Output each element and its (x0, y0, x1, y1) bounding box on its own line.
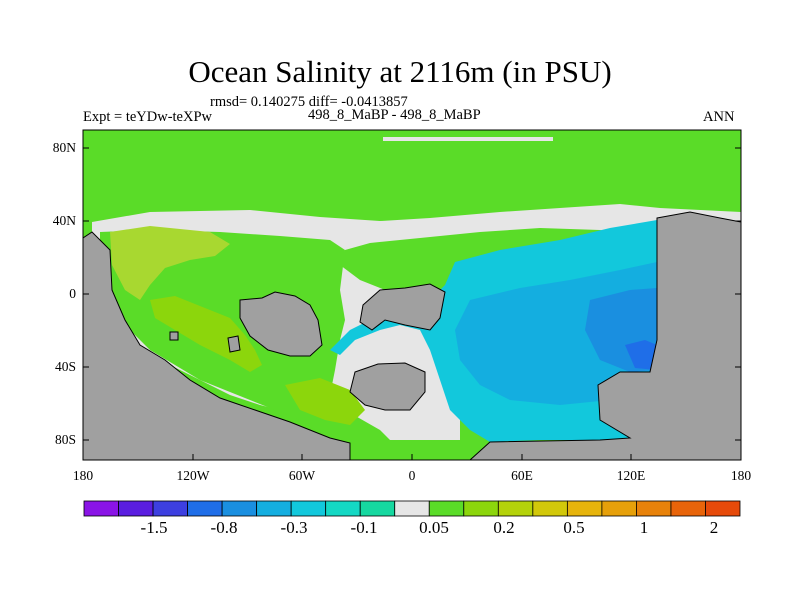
colorbar-label: 0.2 (493, 518, 515, 537)
land-small-island-2 (169, 331, 179, 341)
land-south-continent (349, 362, 426, 411)
colorbar-label: 0.05 (419, 518, 449, 537)
stats-line: rmsd= 0.140275 diff= -0.0413857 (210, 94, 408, 110)
land-africa (359, 283, 446, 331)
colorbar-label: -0.1 (350, 518, 378, 537)
colorbar-swatch (601, 500, 637, 517)
colorbar-swatch (325, 500, 361, 517)
run-label: 498_8_MaBP - 498_8_MaBP (308, 107, 481, 123)
yellow-green-patch-nw (110, 226, 230, 300)
y-tick-label: 80S (54, 432, 76, 447)
colorbar-label: -0.8 (210, 518, 238, 537)
colorbar-swatch (705, 500, 741, 517)
neutral-strip-top (383, 137, 553, 141)
x-ticks (82, 454, 742, 460)
plot-title: Ocean Salinity at 2116m (in PSU) (188, 54, 612, 89)
season-label: ANN (703, 109, 735, 125)
colorbar-swatch (221, 500, 258, 517)
x-tick-label: 180 (730, 468, 752, 483)
colorbar (83, 500, 741, 517)
colorbar-swatch (187, 500, 223, 517)
colorbar-swatch (566, 500, 603, 517)
colorbar-label: -0.3 (280, 518, 308, 537)
colorbar-swatch (497, 500, 534, 517)
colorbar-swatch (118, 500, 154, 517)
x-tick-label: 180 (72, 468, 94, 483)
colorbar-swatch (670, 500, 706, 517)
x-tick-label: 60E (511, 468, 533, 483)
colorbar-swatch (256, 500, 292, 517)
land-east (469, 211, 741, 460)
colorbar-swatch (359, 500, 396, 517)
colorbar-swatch (428, 500, 465, 517)
y-tick-label: 40N (52, 213, 76, 228)
x-tick-label: 60W (288, 468, 316, 483)
map-field (83, 130, 741, 460)
land-west (83, 231, 351, 460)
colorbar-swatch (152, 500, 188, 517)
colorbar-label: 1 (639, 518, 649, 537)
colorbar-swatch (532, 500, 568, 517)
land-small-island (227, 335, 241, 353)
y-ticks (83, 147, 741, 441)
colorbar-swatch (463, 500, 499, 517)
dark-blue-patch (625, 340, 657, 370)
x-tick-label: 120W (176, 468, 210, 483)
y-tick-label: 40S (54, 359, 76, 374)
land-america (239, 291, 323, 357)
y-tick-label: 80N (52, 140, 76, 155)
yellow-green-patch-south (285, 378, 365, 425)
y-tick-label: 0 (69, 286, 76, 301)
x-tick-label: 120E (616, 468, 646, 483)
x-tick-label: 0 (408, 468, 416, 483)
colorbar-swatch (636, 500, 672, 517)
colorbar-label: -1.5 (140, 518, 168, 537)
colorbar-swatch (290, 500, 327, 517)
colorbar-label: 2 (709, 518, 719, 537)
experiment-label: Expt = teYDw-teXPw (83, 109, 212, 125)
colorbar-label: 0.5 (563, 518, 585, 537)
colorbar-swatch (394, 500, 430, 517)
yellow-green-patch-mid (150, 296, 262, 372)
colorbar-swatch (83, 500, 119, 517)
